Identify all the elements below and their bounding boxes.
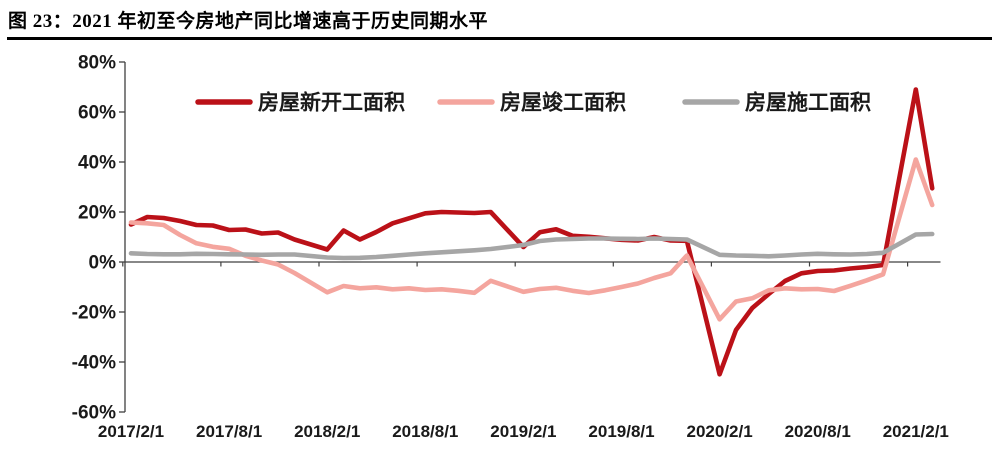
x-axis-label: 2019/2/1: [490, 422, 556, 441]
legend-label: 房屋新开工面积: [258, 91, 405, 115]
series-line-1: [128, 157, 935, 322]
legend-item: 房屋竣工面积: [437, 91, 626, 115]
y-axis-label: 80%: [78, 53, 116, 74]
x-axis-label: 2018/8/1: [392, 422, 458, 441]
x-axis-label: 2021/2/1: [883, 422, 949, 441]
y-axis-label: 60%: [78, 103, 116, 124]
x-axis-label: 2017/2/1: [98, 422, 164, 441]
y-axis-label: -60%: [72, 403, 116, 424]
line-chart: 80% 60% 40% 20% 0% -20% -40% -60%2017/2/1 2017/8…: [72, 53, 949, 442]
y-axis-label: -40%: [72, 353, 116, 374]
y-axis-label: 20%: [78, 203, 116, 224]
legend-label: 房屋施工面积: [745, 91, 871, 115]
x-axis-label: 2020/2/1: [687, 422, 753, 441]
y-axis-label: -20%: [72, 303, 116, 324]
series-line-2: [128, 231, 935, 261]
x-axis-label: 2020/8/1: [785, 422, 851, 441]
legend-label: 房屋竣工面积: [500, 91, 626, 115]
x-axis-label: 2019/8/1: [588, 422, 654, 441]
x-axis-label: 2017/8/1: [196, 422, 262, 441]
x-axis-label: 2018/2/1: [294, 422, 360, 441]
series-line-0: [128, 87, 935, 377]
figure-title: 图 23：2021 年初至今房地产同比增速高于历史同期水平: [8, 11, 489, 32]
y-axis-label: 40%: [78, 153, 116, 174]
title-divider: [7, 37, 992, 40]
legend-item: 房屋新开工面积: [195, 91, 405, 115]
y-axis-label: 0%: [89, 253, 117, 274]
legend-item: 房屋施工面积: [682, 91, 871, 115]
